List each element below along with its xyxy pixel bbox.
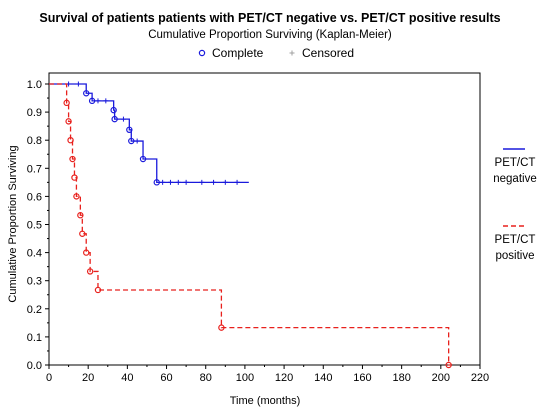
- complete-marker: [83, 90, 90, 97]
- x-tick-label: 40: [121, 372, 133, 384]
- complete-marker: [77, 212, 84, 219]
- survival-step-line: [49, 83, 451, 366]
- complete-marker: [110, 106, 117, 114]
- marker-legend: Complete Censored: [198, 46, 354, 60]
- x-tick-label: 220: [471, 372, 489, 384]
- series-pet-ct-positive: [49, 83, 452, 369]
- y-tick-label: 0.7: [27, 163, 42, 175]
- complete-marker: [139, 155, 147, 163]
- complete-marker: [128, 137, 135, 145]
- series-layer: [49, 81, 452, 369]
- complete-marker: [126, 126, 133, 134]
- chart-subtitle: Cumulative Proportion Surviving (Kaplan-…: [148, 29, 392, 41]
- y-tick-label: 0.2: [27, 304, 42, 316]
- x-tick-label: 160: [353, 372, 371, 384]
- complete-marker: [63, 99, 70, 107]
- x-axis-label: Time (months): [230, 395, 301, 407]
- series-legend-label: negative: [493, 173, 536, 185]
- x-axis: 0 20 40 60 80 100 120 140 160 180 200 220: [46, 365, 489, 384]
- x-tick-label: 0: [46, 372, 52, 384]
- complete-marker: [111, 115, 118, 123]
- y-tick-label: 0.8: [27, 135, 42, 147]
- marker-legend-label: Complete: [212, 46, 264, 60]
- y-tick-label: 0.9: [27, 107, 42, 119]
- complete-marker: [71, 174, 78, 181]
- complete-marker: [86, 268, 94, 275]
- y-tick-label: 1.0: [27, 79, 42, 91]
- complete-marker: [65, 118, 72, 125]
- x-tick-label: 100: [236, 372, 254, 384]
- y-tick-label: 0.0: [27, 360, 42, 372]
- x-tick-label: 200: [432, 372, 450, 384]
- complete-marker: [94, 286, 102, 294]
- x-tick-label: 180: [392, 372, 410, 384]
- complete-marker: [218, 324, 225, 331]
- y-tick-label: 0.5: [27, 220, 42, 232]
- complete-marker: [83, 249, 90, 256]
- y-axis: 0.0 0.1 0.2 0.3 0.4 0.5 0.6 0.7 0.8 0.9 1.0: [27, 79, 49, 372]
- survival-step-line: [49, 83, 249, 183]
- series-pet-ct-negative: [49, 81, 249, 186]
- complete-marker: [67, 136, 74, 144]
- y-tick-label: 0.1: [27, 332, 42, 344]
- series-legend-label: positive: [496, 250, 535, 262]
- x-tick-label: 120: [275, 372, 293, 384]
- complete-marker: [73, 193, 80, 200]
- y-axis-label: Cumulative Proportion Surviving: [7, 145, 19, 302]
- complete-marker: [88, 97, 96, 105]
- y-tick-label: 0.3: [27, 276, 42, 288]
- series-legend: PET/CT negative PET/CT positive: [493, 148, 537, 262]
- series-legend-label: PET/CT: [495, 234, 536, 246]
- x-tick-label: 140: [314, 372, 332, 384]
- marker-legend-label: Censored: [302, 46, 354, 60]
- y-tick-label: 0.4: [27, 248, 42, 260]
- complete-marker: [79, 230, 86, 237]
- complete-marker: [69, 155, 76, 163]
- x-tick-label: 60: [160, 372, 172, 384]
- y-tick-label: 0.6: [27, 191, 42, 203]
- complete-legend-marker: [198, 49, 206, 57]
- chart-title: Survival of patients patients with PET/C…: [39, 11, 500, 25]
- complete-marker: [153, 179, 160, 186]
- complete-marker: [445, 361, 452, 369]
- series-legend-label: PET/CT: [495, 157, 536, 169]
- x-tick-label: 80: [200, 372, 212, 384]
- x-tick-label: 20: [82, 372, 94, 384]
